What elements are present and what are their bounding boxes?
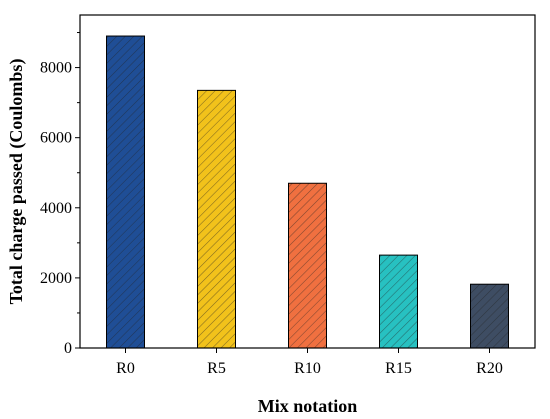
x-tick-label: R5 — [207, 360, 226, 377]
bar-r10 — [288, 182, 327, 349]
bar-r20 — [470, 283, 509, 349]
bars-group — [106, 35, 509, 349]
x-tick-label: R0 — [116, 360, 135, 377]
x-tick-label: R20 — [476, 360, 503, 377]
y-tick-label: 8000 — [40, 60, 72, 77]
bar-r15 — [379, 254, 418, 349]
y-tick-label: 0 — [64, 340, 72, 357]
y-tick-label: 2000 — [40, 270, 72, 287]
y-tick-label: 6000 — [40, 130, 72, 147]
y-tick-label: 4000 — [40, 200, 72, 217]
x-axis-title: Mix notation — [258, 396, 358, 416]
y-axis-title: Total charge passed (Coulombs) — [6, 59, 27, 305]
x-tick-label: R15 — [385, 360, 412, 377]
bar-r5 — [197, 89, 236, 349]
bar-r0 — [106, 35, 145, 349]
x-axis-ticks: R0 R5 R10 R15 R20 — [116, 348, 503, 377]
y-axis-ticks: 0 2000 4000 6000 8000 — [40, 32, 80, 357]
x-tick-label: R10 — [294, 360, 321, 377]
